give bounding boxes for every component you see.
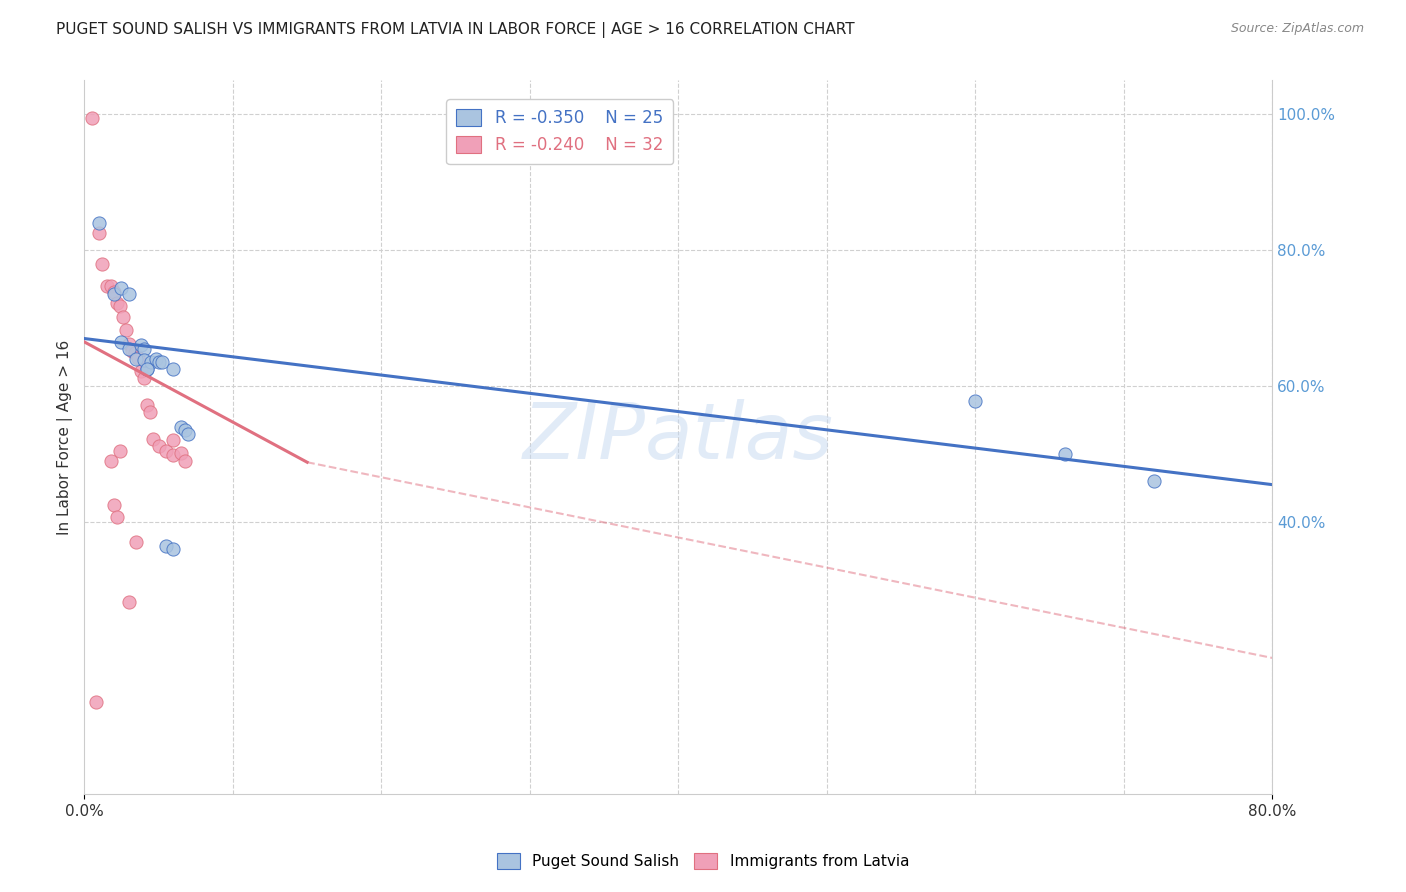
Point	[89, 226, 111, 240]
Point	[162, 434, 184, 448]
Point	[105, 296, 128, 310]
Point	[91, 257, 114, 271]
Point	[170, 420, 193, 434]
Point	[174, 423, 197, 437]
Point	[80, 111, 103, 125]
Point	[148, 355, 170, 369]
Point	[145, 351, 167, 366]
Text: ZIPatlas: ZIPatlas	[523, 399, 834, 475]
Point	[129, 364, 152, 378]
Point	[115, 323, 138, 337]
Point	[118, 342, 141, 356]
Point	[110, 334, 132, 349]
Point	[110, 280, 132, 294]
Point	[965, 394, 987, 409]
Point	[89, 216, 111, 230]
Point	[162, 542, 184, 557]
Point	[141, 355, 163, 369]
Point	[132, 371, 155, 385]
Point	[118, 595, 141, 609]
Point	[162, 449, 184, 463]
Point	[96, 278, 118, 293]
Point	[142, 432, 165, 446]
Point	[124, 346, 146, 360]
Point	[100, 454, 122, 468]
Point	[177, 426, 200, 441]
Point	[155, 539, 177, 553]
Point	[174, 454, 197, 468]
Point	[100, 278, 122, 293]
Point	[111, 310, 134, 324]
Point	[1143, 475, 1166, 489]
Point	[135, 362, 157, 376]
Point	[108, 299, 131, 313]
Point	[118, 287, 141, 301]
Point	[155, 443, 177, 458]
Point	[129, 338, 152, 352]
Point	[135, 362, 157, 376]
Point	[125, 351, 148, 366]
Point	[148, 439, 170, 453]
Point	[132, 353, 155, 368]
Point	[1053, 447, 1076, 461]
Point	[125, 535, 148, 549]
Y-axis label: In Labor Force | Age > 16: In Labor Force | Age > 16	[58, 340, 73, 534]
Point	[103, 498, 125, 512]
Point	[108, 443, 131, 458]
Point	[121, 343, 143, 358]
Legend: R = -0.350    N = 25, R = -0.240    N = 32: R = -0.350 N = 25, R = -0.240 N = 32	[446, 99, 673, 164]
Point	[127, 351, 149, 365]
Legend: Puget Sound Salish, Immigrants from Latvia: Puget Sound Salish, Immigrants from Latv…	[491, 847, 915, 875]
Point	[118, 337, 141, 351]
Point	[132, 342, 155, 356]
Point	[103, 285, 125, 300]
Point	[138, 405, 160, 419]
Point	[135, 398, 157, 412]
Point	[162, 362, 184, 376]
Point	[170, 446, 193, 460]
Point	[150, 355, 173, 369]
Point	[103, 287, 125, 301]
Text: Source: ZipAtlas.com: Source: ZipAtlas.com	[1230, 22, 1364, 36]
Text: PUGET SOUND SALISH VS IMMIGRANTS FROM LATVIA IN LABOR FORCE | AGE > 16 CORRELATI: PUGET SOUND SALISH VS IMMIGRANTS FROM LA…	[56, 22, 855, 38]
Point	[105, 509, 128, 524]
Point	[84, 695, 107, 709]
